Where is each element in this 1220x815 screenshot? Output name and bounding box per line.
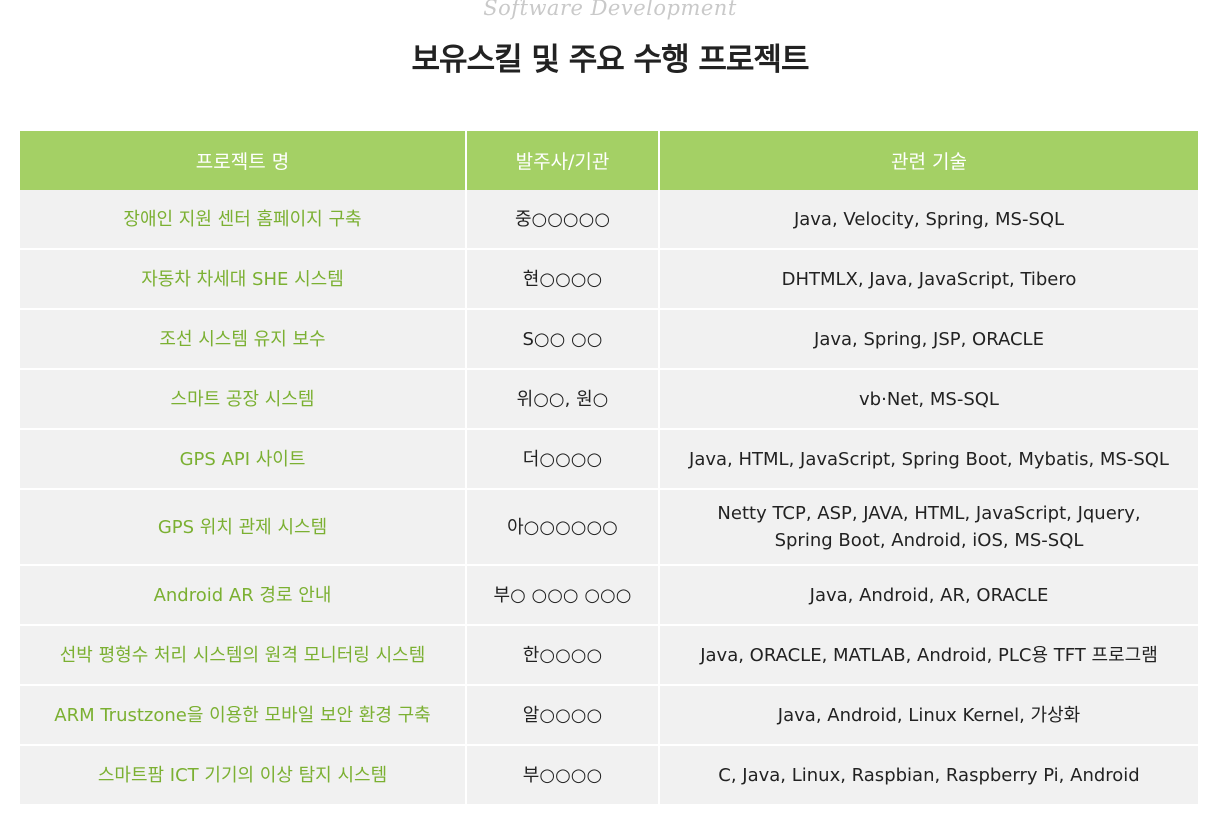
project-tech: Java, Android, Linux Kernel, 가상화 xyxy=(659,685,1198,746)
project-name: Android AR 경로 안내 xyxy=(20,565,467,626)
project-name: 선박 평형수 처리 시스템의 원격 모니터링 시스템 xyxy=(20,625,467,686)
project-client: 한○○○○ xyxy=(466,625,660,686)
project-tech: Java, Spring, JSP, ORACLE xyxy=(659,309,1198,370)
project-name: ARM Trustzone을 이용한 모바일 보안 환경 구축 xyxy=(20,685,467,746)
table-row: 스마트 공장 시스템 위○○, 원○ vb·Net, MS-SQL xyxy=(20,369,1198,430)
project-client: 위○○, 원○ xyxy=(466,369,660,430)
project-client: S○○ ○○ xyxy=(466,309,660,370)
project-tech-line: Netty TCP, ASP, JAVA, HTML, JavaScript, … xyxy=(717,503,1141,524)
project-tech: Java, HTML, JavaScript, Spring Boot, Myb… xyxy=(659,429,1198,490)
table-header-row: 프로젝트 명 발주사/기관 관련 기술 xyxy=(20,131,1198,190)
project-name: GPS 위치 관제 시스템 xyxy=(20,489,467,566)
page-title: 보유스킬 및 주요 수행 프로젝트 xyxy=(411,42,810,78)
project-client: 부○ ○○○ ○○○ xyxy=(466,565,660,626)
column-header-client: 발주사/기관 xyxy=(466,131,660,190)
project-name: 자동차 차세대 SHE 시스템 xyxy=(20,249,467,310)
project-name: 장애인 지원 센터 홈페이지 구축 xyxy=(20,190,467,250)
column-header-tech: 관련 기술 xyxy=(659,131,1198,190)
project-tech: Java, Android, AR, ORACLE xyxy=(659,565,1198,626)
project-client: 알○○○○ xyxy=(466,685,660,746)
column-header-project: 프로젝트 명 xyxy=(20,131,467,190)
project-tech: Netty TCP, ASP, JAVA, HTML, JavaScript, … xyxy=(659,489,1198,566)
project-tech: C, Java, Linux, Raspbian, Raspberry Pi, … xyxy=(659,745,1198,806)
project-tech-line: Spring Boot, Android, iOS, MS-SQL xyxy=(774,530,1084,551)
project-name: 조선 시스템 유지 보수 xyxy=(20,309,467,370)
table-row: GPS API 사이트 더○○○○ Java, HTML, JavaScript… xyxy=(20,429,1198,490)
project-name: GPS API 사이트 xyxy=(20,429,467,490)
project-client: 아○○○○○○ xyxy=(466,489,660,566)
table-row: 조선 시스템 유지 보수 S○○ ○○ Java, Spring, JSP, O… xyxy=(20,309,1198,370)
project-client: 부○○○○ xyxy=(466,745,660,806)
table-row: 장애인 지원 센터 홈페이지 구축 중○○○○○ Java, Velocity,… xyxy=(20,190,1198,250)
table-row: 선박 평형수 처리 시스템의 원격 모니터링 시스템 한○○○○ Java, O… xyxy=(20,625,1198,686)
table-row: ARM Trustzone을 이용한 모바일 보안 환경 구축 알○○○○ Ja… xyxy=(20,685,1198,746)
project-client: 현○○○○ xyxy=(466,249,660,310)
section-subtitle: Software Development xyxy=(483,0,737,20)
project-tech: DHTMLX, Java, JavaScript, Tibero xyxy=(659,249,1198,310)
project-client: 더○○○○ xyxy=(466,429,660,490)
project-tech: Java, ORACLE, MATLAB, Android, PLC용 TFT … xyxy=(659,625,1198,686)
project-tech: vb·Net, MS-SQL xyxy=(659,369,1198,430)
project-client: 중○○○○○ xyxy=(466,190,660,250)
table-row: 스마트팜 ICT 기기의 이상 탐지 시스템 부○○○○ C, Java, Li… xyxy=(20,745,1198,806)
projects-table: 프로젝트 명 발주사/기관 관련 기술 장애인 지원 센터 홈페이지 구축 중○… xyxy=(20,131,1198,806)
table-row: Android AR 경로 안내 부○ ○○○ ○○○ Java, Androi… xyxy=(20,565,1198,626)
project-name: 스마트 공장 시스템 xyxy=(20,369,467,430)
project-tech: Java, Velocity, Spring, MS-SQL xyxy=(659,190,1198,250)
project-name: 스마트팜 ICT 기기의 이상 탐지 시스템 xyxy=(20,745,467,806)
table-row: 자동차 차세대 SHE 시스템 현○○○○ DHTMLX, Java, Java… xyxy=(20,249,1198,310)
table-row: GPS 위치 관제 시스템 아○○○○○○ Netty TCP, ASP, JA… xyxy=(20,489,1198,566)
